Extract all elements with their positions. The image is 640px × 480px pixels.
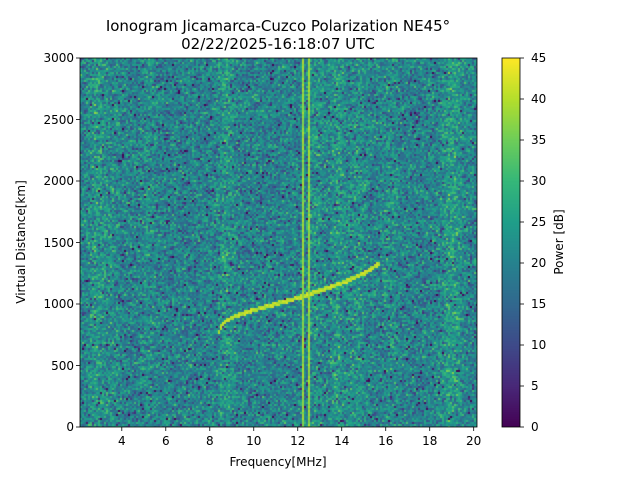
x-tick-label: 10	[246, 434, 262, 448]
x-tick-label: 8	[205, 434, 214, 448]
y-tick-label: 0	[66, 420, 74, 434]
colorbar-tick-label: 40	[531, 92, 547, 106]
colorbar-tick-label: 20	[531, 256, 547, 270]
y-tick-label: 2500	[43, 112, 74, 127]
x-axis-label: Frequency[MHz]	[229, 455, 327, 469]
colorbar-tick-label: 15	[531, 297, 547, 311]
heatmap-canvas	[80, 58, 477, 427]
x-tick-label: 18	[422, 434, 438, 448]
chart-subtitle: 02/22/2025-16:18:07 UTC	[181, 35, 375, 53]
x-tick-label: 6	[161, 434, 170, 448]
x-tick-label: 4	[117, 434, 126, 448]
colorbar-tick-label: 35	[531, 133, 547, 147]
colorbar	[502, 58, 520, 427]
colorbar-label: Power [dB]	[552, 209, 566, 275]
colorbar-tick-label: 10	[531, 338, 547, 352]
y-axis-label: Virtual Distance[km]	[14, 180, 28, 304]
colorbar-tick-label: 25	[531, 215, 547, 229]
y-tick-label: 1000	[43, 297, 74, 311]
x-tick-label: 20	[466, 434, 482, 448]
x-tick-label: 14	[334, 434, 350, 448]
y-tick-label: 2000	[43, 174, 74, 188]
y-tick-label: 500	[51, 358, 74, 373]
x-tick-label: 16	[378, 434, 394, 448]
colorbar-frame	[501, 57, 521, 428]
y-tick-label: 3000	[43, 51, 74, 65]
chart-title: Ionogram Jicamarca-Cuzco Polarization NE…	[105, 17, 451, 35]
plot-frame	[79, 57, 478, 428]
colorbar-tick-label: 5	[531, 379, 539, 393]
y-tick-label: 1500	[43, 235, 74, 250]
colorbar-tick-label: 45	[531, 51, 547, 65]
colorbar-tick-label: 0	[531, 420, 539, 434]
x-tick-label: 12	[290, 434, 306, 448]
colorbar-tick-label: 30	[531, 174, 547, 188]
